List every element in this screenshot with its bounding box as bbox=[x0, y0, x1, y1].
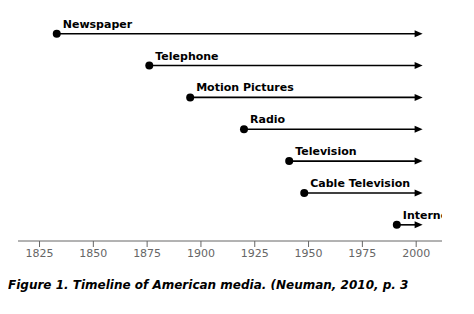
svg-text:Motion Pictures: Motion Pictures bbox=[196, 81, 294, 94]
svg-text:1875: 1875 bbox=[133, 247, 161, 260]
svg-text:1850: 1850 bbox=[79, 247, 107, 260]
svg-text:Cable Television: Cable Television bbox=[310, 177, 410, 190]
svg-text:1825: 1825 bbox=[26, 247, 54, 260]
svg-text:1975: 1975 bbox=[348, 247, 376, 260]
svg-text:Telephone: Telephone bbox=[155, 50, 218, 63]
svg-text:1950: 1950 bbox=[295, 247, 323, 260]
svg-text:1925: 1925 bbox=[241, 247, 269, 260]
svg-text:1900: 1900 bbox=[187, 247, 215, 260]
svg-text:Newspaper: Newspaper bbox=[63, 18, 133, 31]
svg-text:Radio: Radio bbox=[250, 113, 286, 126]
svg-text:2000: 2000 bbox=[402, 247, 430, 260]
svg-text:Television: Television bbox=[295, 145, 356, 158]
svg-text:Internet: Internet bbox=[403, 209, 442, 222]
html-text:Figure 1. Timeline of American: Figure 1. Timeline of American media. (N… bbox=[8, 278, 409, 292]
